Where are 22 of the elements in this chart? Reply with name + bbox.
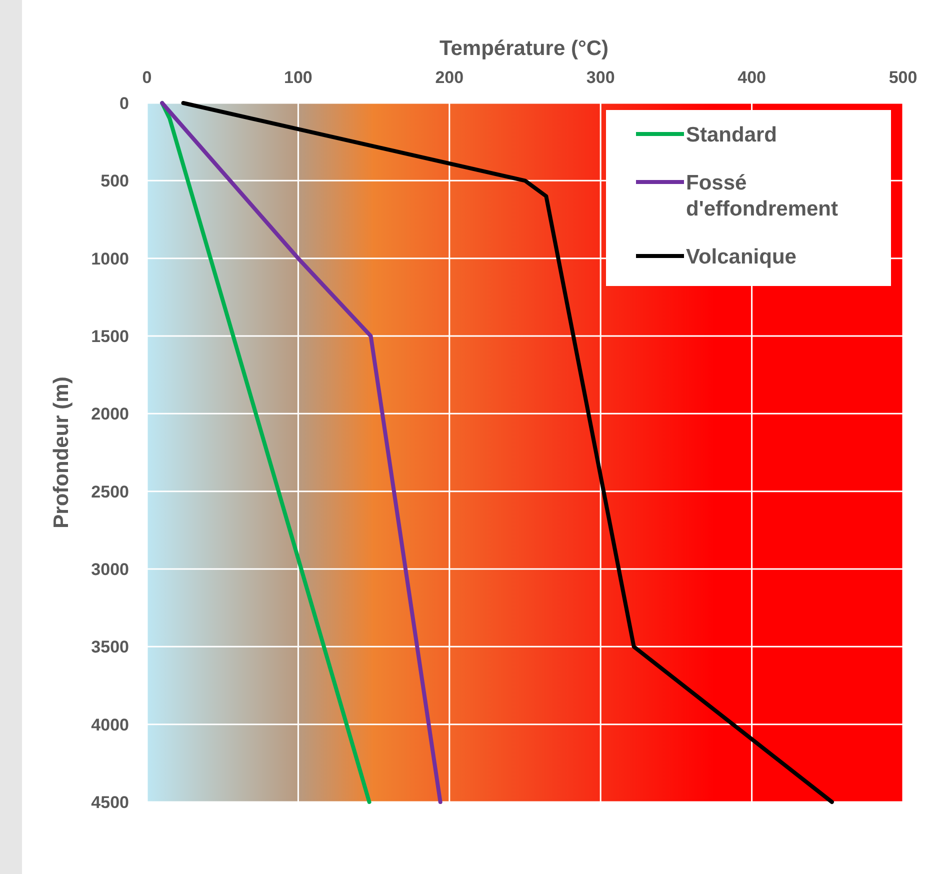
y-tick-label: 500 — [100, 172, 129, 191]
line-series — [160, 101, 442, 804]
legend-label: Fossé d'effondrement — [686, 171, 838, 220]
y-tick-label: 3000 — [91, 560, 129, 579]
y-tick-label: 1500 — [91, 326, 129, 346]
y-tick-label: 1000 — [91, 249, 129, 268]
y-tick-label: 2000 — [91, 404, 129, 424]
x-tick-label: 400 — [738, 68, 766, 87]
y-tick-label: 4500 — [91, 792, 129, 812]
x-tick-label: 0 — [142, 68, 152, 87]
y-tick-label: 2500 — [91, 482, 129, 502]
x-tick-label: 200 — [435, 68, 464, 87]
y-axis-title: Profondeur (m) — [50, 376, 73, 528]
x-tick-label: 500 — [888, 68, 918, 87]
legend-label: Volcanique — [686, 245, 796, 268]
y-tick-label: 3500 — [91, 638, 129, 657]
y-tick-label: 4000 — [91, 715, 129, 734]
x-tick-label: 300 — [586, 68, 615, 87]
x-tick-label: 100 — [284, 68, 312, 87]
y-tick-label: 0 — [120, 94, 129, 113]
x-axis-title: Température (°C) — [439, 37, 609, 60]
legend-label: Standard — [686, 123, 778, 146]
